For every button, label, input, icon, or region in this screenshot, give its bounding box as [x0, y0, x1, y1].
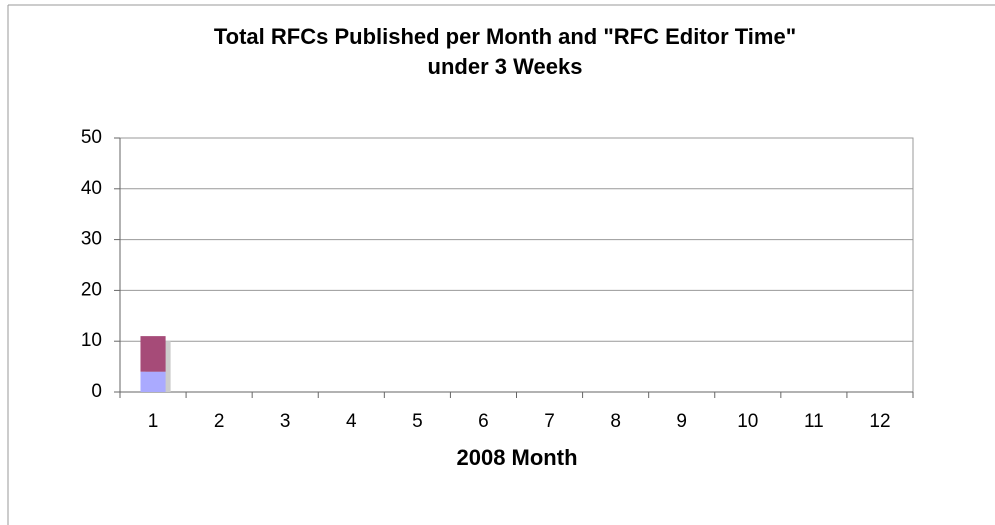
x-tick-label: 9: [676, 411, 687, 432]
x-tick-label: 5: [412, 411, 423, 432]
y-tick-label: 10: [81, 330, 102, 351]
x-tick-label: 10: [737, 411, 758, 432]
x-tick-label: 1: [148, 411, 159, 432]
x-tick-label: 12: [869, 411, 890, 432]
chart-title: Total RFCs Published per Month and "RFC …: [213, 24, 797, 79]
y-tick-label: 0: [91, 381, 102, 402]
x-tick-label: 3: [280, 411, 291, 432]
y-tick-label: 30: [81, 229, 102, 250]
y-tick-label: 50: [81, 127, 102, 148]
y-tick-label: 20: [81, 279, 102, 300]
x-axis-title: 2008 Month: [456, 445, 577, 470]
x-tick-label: 7: [544, 411, 555, 432]
x-tick-label: 6: [478, 411, 489, 432]
bar-segment: [140, 336, 166, 372]
x-tick-label: 11: [804, 411, 824, 432]
y-tick-label: 40: [81, 178, 102, 199]
x-tick-label: 2: [214, 411, 225, 432]
x-tick-label: 4: [346, 411, 357, 432]
x-tick-label: 8: [610, 411, 621, 432]
bar-segment: [140, 371, 166, 392]
plot-area: [119, 137, 914, 393]
